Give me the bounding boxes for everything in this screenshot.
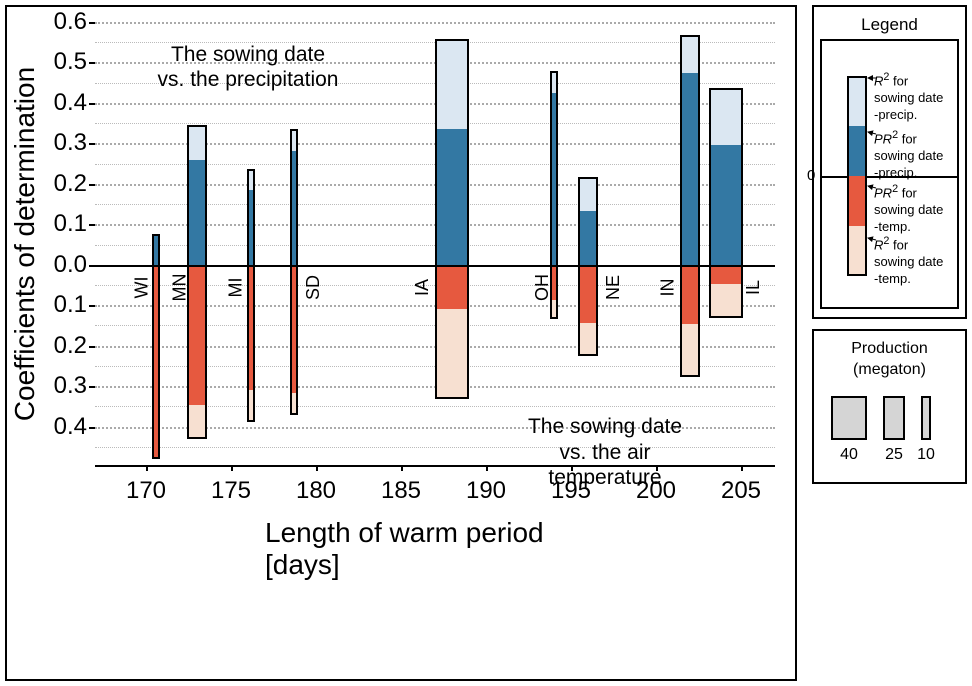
production-legend-box: Production(megaton) 40 25 10	[812, 329, 967, 484]
x-tick-label: 180	[296, 477, 336, 505]
production-bar	[922, 397, 930, 439]
bar-IN	[680, 22, 700, 465]
state-label-IA: IA	[412, 279, 433, 296]
annotation-upper: The sowing datevs. the precipitation	[158, 42, 339, 92]
production-bar-label: 40	[840, 446, 858, 463]
main-chart-panel: Coefficients of determination Length of …	[5, 5, 797, 681]
state-label-NE: NE	[603, 275, 624, 300]
y-axis-label: Coefficients of determination	[9, 66, 41, 420]
x-tick-label: 175	[211, 477, 251, 505]
state-label-MN: MN	[170, 273, 191, 301]
state-label-OH: OH	[532, 274, 553, 301]
production-bar-label: 25	[885, 446, 903, 463]
state-label-SD: SD	[303, 275, 324, 300]
bar-OH	[550, 22, 558, 465]
x-tick-label: 170	[126, 477, 166, 505]
production-legend-svg: 40 25 10	[820, 387, 960, 469]
bar-IL	[709, 22, 743, 465]
bar-NE	[578, 22, 598, 465]
bar-IA	[435, 22, 469, 465]
side-panel: Legend 0R2 forsowing date-precip.PR2 for…	[812, 5, 967, 681]
x-tick-label: 190	[466, 477, 506, 505]
production-bar-label: 10	[917, 446, 935, 463]
annotation-lower: The sowing datevs. the air temperature	[520, 414, 690, 490]
x-tick-label: 205	[721, 477, 761, 505]
legend-inner: 0R2 forsowing date-precip.PR2 forsowing …	[820, 39, 959, 309]
state-label-WI: WI	[132, 276, 153, 298]
x-tick-label: 185	[381, 477, 421, 505]
legend-title: Legend	[820, 15, 959, 35]
x-axis-label: Length of warm period [days]	[265, 517, 605, 581]
legend-zero: 0	[807, 167, 815, 184]
production-legend-title: Production(megaton)	[820, 339, 959, 381]
legend-box: Legend 0R2 forsowing date-precip.PR2 for…	[812, 5, 967, 319]
state-label-IL: IL	[743, 280, 764, 295]
production-bar	[832, 397, 866, 439]
state-label-IN: IN	[658, 278, 679, 296]
chart-plot-area: Coefficients of determination Length of …	[95, 22, 775, 467]
state-label-MI: MI	[226, 277, 247, 297]
production-bar	[884, 397, 904, 439]
